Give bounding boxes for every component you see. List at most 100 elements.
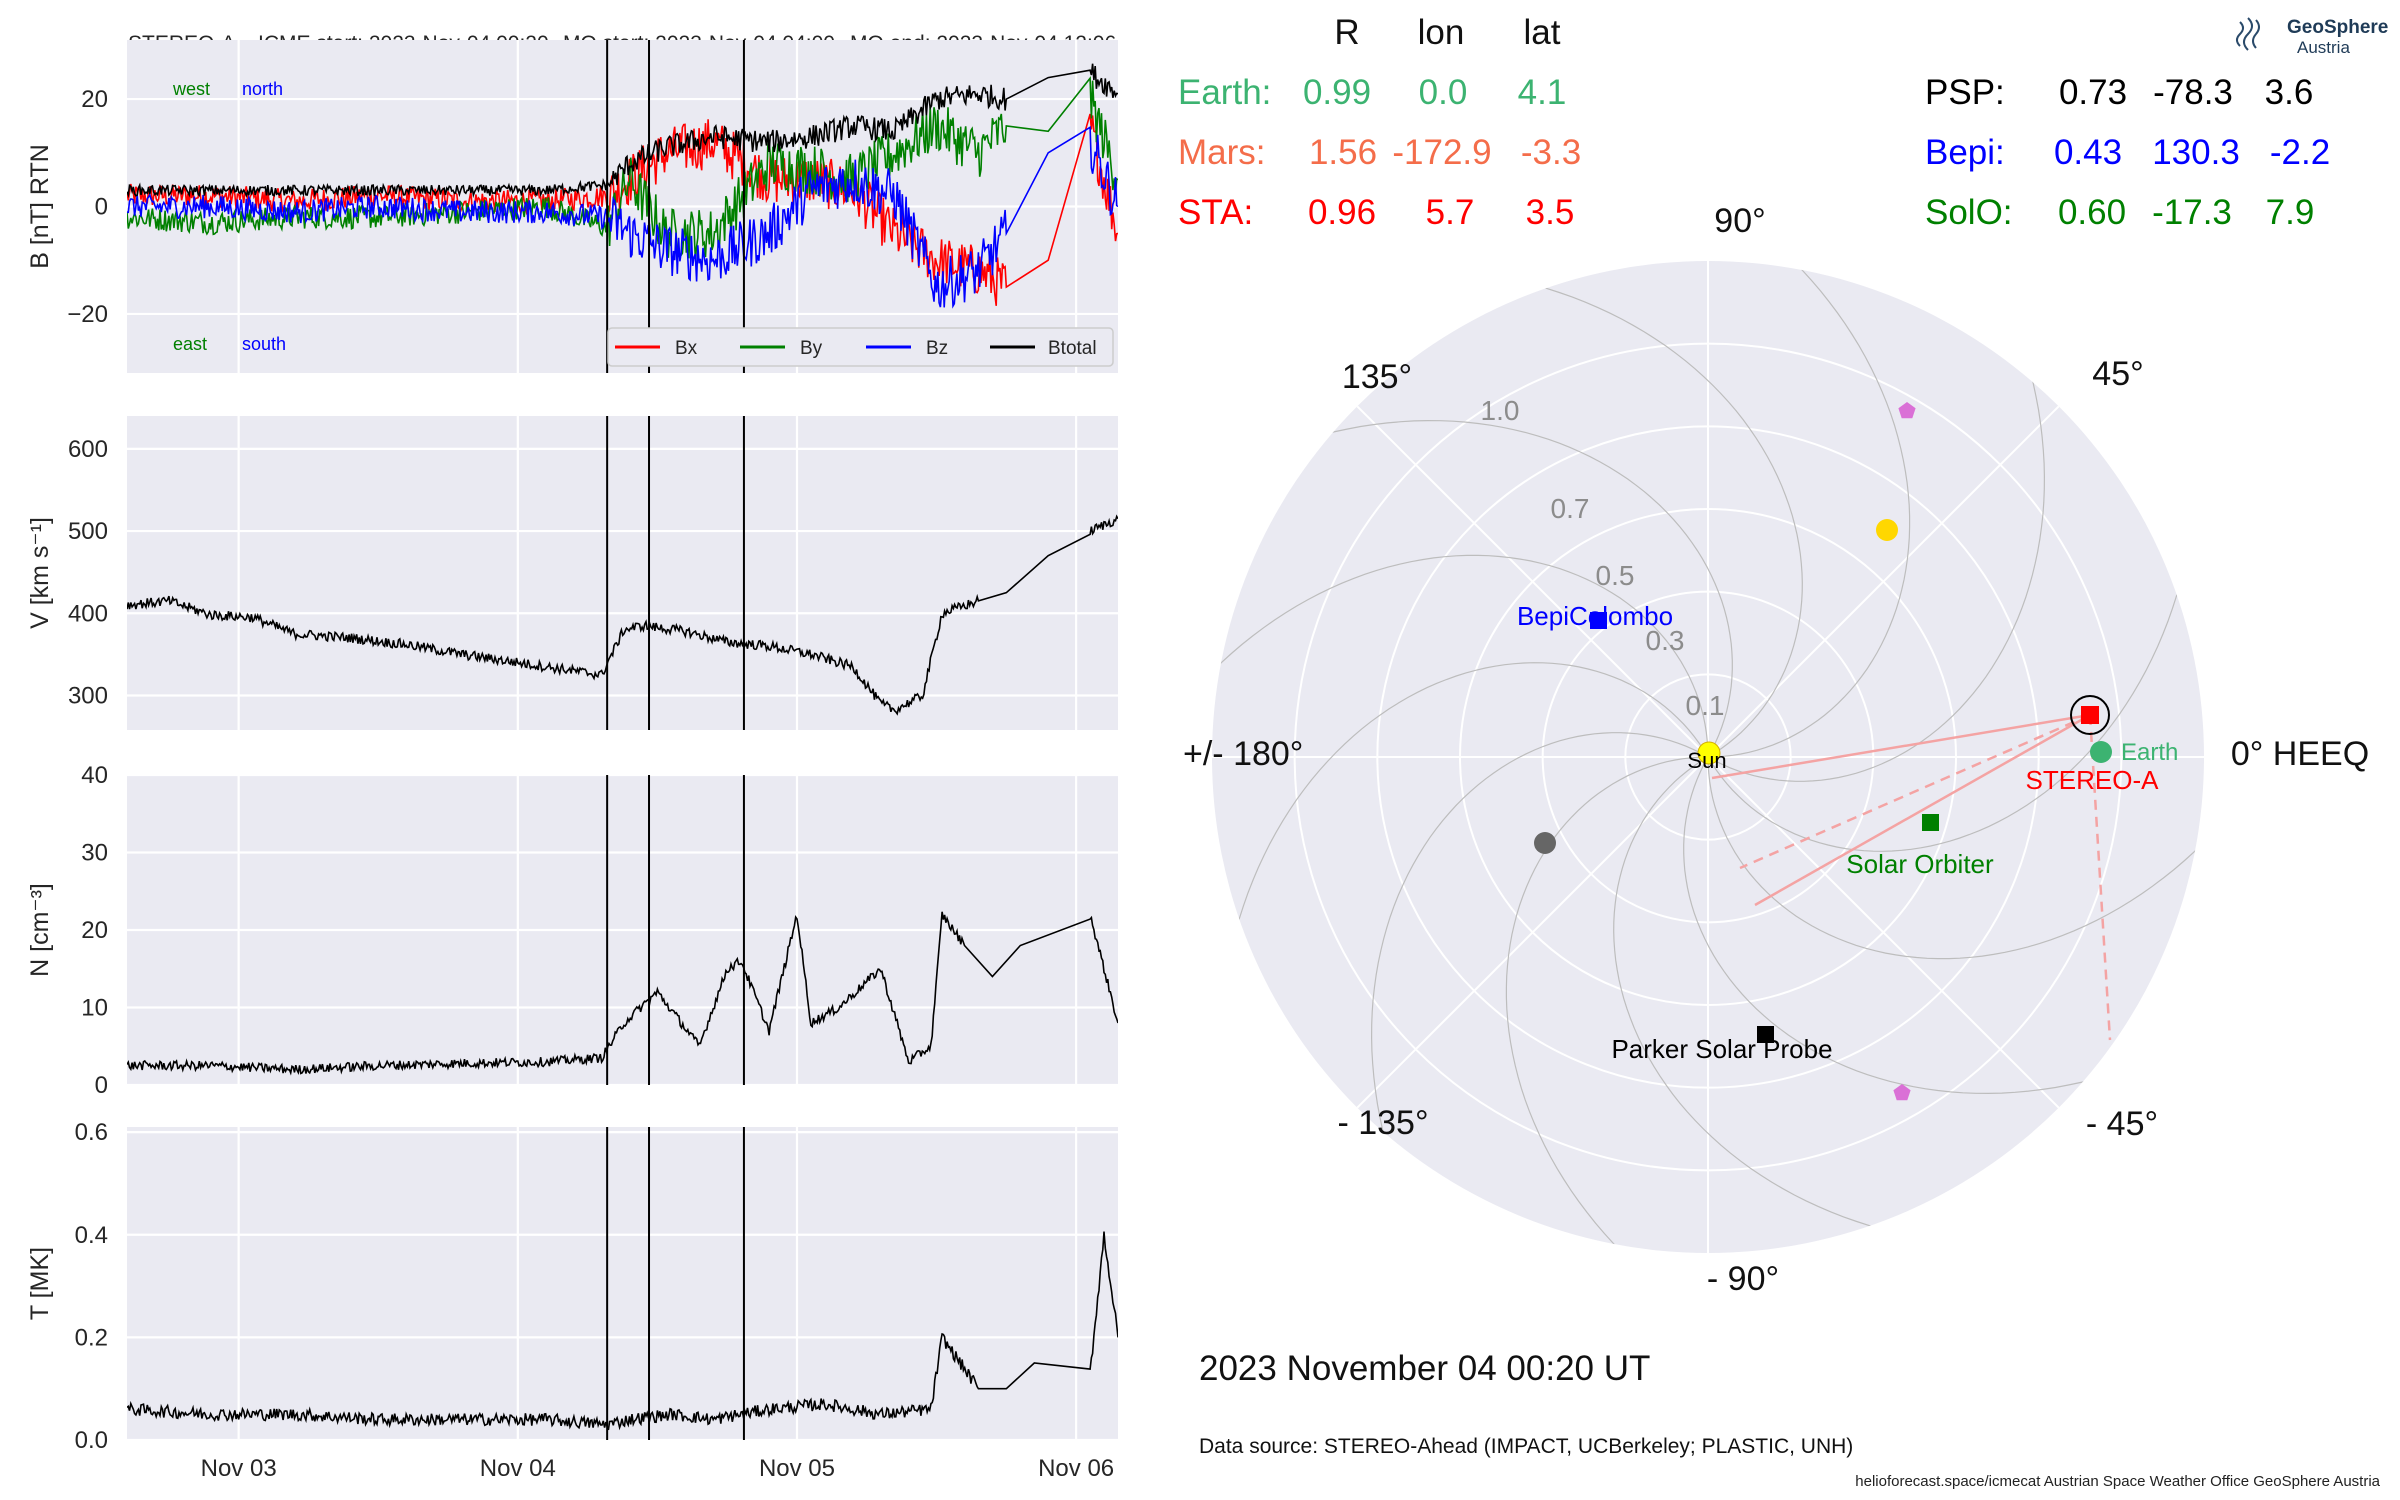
- angle-label: - 135°: [1337, 1104, 1428, 1142]
- legend-bx: Bx: [675, 338, 698, 359]
- panel-density: 40 30 20 10 0 N [cm⁻³]: [26, 762, 1118, 1099]
- solar-orbiter-marker: [1922, 814, 1939, 831]
- y-tick-label: 0.2: [75, 1324, 108, 1351]
- y-axis-label: N [cm⁻³]: [26, 883, 54, 977]
- angle-label: - 45°: [2086, 1105, 2158, 1143]
- y-tick-label: 600: [68, 436, 108, 463]
- x-tick-label: Nov 04: [480, 1455, 556, 1482]
- legend-bz: Bz: [926, 338, 948, 359]
- south-label: south: [242, 334, 286, 354]
- radial-label: 0.1: [1686, 690, 1725, 721]
- y-tick-label: 300: [68, 682, 108, 709]
- y-tick-label: 20: [81, 917, 108, 944]
- y-tick-label: 0.0: [75, 1427, 108, 1454]
- y-tick-label: 30: [81, 840, 108, 867]
- x-tick-label: Nov 06: [1038, 1455, 1114, 1482]
- y-axis-label: V [km s⁻¹]: [26, 517, 54, 629]
- east-label: east: [173, 334, 207, 354]
- row-sta-r: 0.96: [1308, 193, 1376, 232]
- row-earth-name: Earth:: [1178, 73, 1271, 112]
- y-tick-label: 0.6: [75, 1119, 108, 1146]
- sun-marker: [1697, 741, 1721, 765]
- angle-label: 135°: [1342, 358, 1412, 396]
- y-tick-label: 0: [95, 1072, 108, 1099]
- angular-gridline: [1707, 405, 2060, 758]
- planet-marker-pentagon: [1898, 402, 1916, 419]
- logo-line1: GeoSphere: [2287, 17, 2388, 38]
- angular-gridline: [1707, 756, 2060, 1109]
- x-tick-label: Nov 05: [759, 1455, 835, 1482]
- mercury-marker: [1534, 832, 1556, 854]
- object-label-stereo-a: STEREO-A: [2026, 765, 2160, 795]
- bepicolombo-marker: [1590, 612, 1607, 629]
- row-mars-name: Mars:: [1178, 133, 1266, 172]
- legend-by: By: [800, 338, 823, 359]
- y-tick-label: 20: [81, 86, 108, 113]
- object-label-parker-solar-probe: Parker Solar Probe: [1611, 1034, 1832, 1064]
- angular-gridline: [1356, 756, 1709, 1109]
- sta-fov-line: [1754, 713, 2091, 907]
- y-axis-label: B [nT] RTN: [26, 144, 54, 269]
- parker-spiral: [1683, 756, 2139, 1095]
- parker-spiral: [1370, 732, 1709, 1188]
- object-label-bepicolombo: BepiColombo: [1517, 601, 1673, 631]
- row-earth-lon: 0.0: [1419, 73, 1468, 112]
- sta-ring: [2070, 695, 2110, 735]
- positions-table: R lon lat Earth: 0.99 0.0 4.1 Mars: 1.56…: [1178, 13, 2330, 232]
- table-header-lat: lat: [1524, 13, 1561, 52]
- row-psp-name: PSP:: [1925, 73, 2005, 112]
- logo-line2: Austria: [2297, 38, 2350, 57]
- sta-fov-line: [1711, 713, 2091, 780]
- series-line-t: [127, 1231, 1118, 1431]
- row-psp-r: 0.73: [2059, 73, 2127, 112]
- radial-label: 1.0: [1481, 395, 1520, 426]
- parker-spiral: [1707, 756, 2204, 960]
- planet-marker-pentagon: [1893, 1084, 1911, 1101]
- angle-label: 0° HEEQ: [2231, 735, 2369, 773]
- y-tick-label: −20: [67, 301, 108, 328]
- polar-plot: 90° 45° 0° HEEQ - 45° - 90° - 135° +/- 180° 135…: [1183, 202, 2369, 1298]
- west-label: west: [172, 79, 210, 99]
- series-line-n: [127, 911, 1118, 1076]
- parker-spiral: [1613, 756, 1927, 1240]
- venus-marker: [1876, 519, 1898, 541]
- parker-spiral: [1707, 261, 1911, 758]
- radial-label: 0.3: [1646, 625, 1685, 656]
- b-legend: Bx By Bz Btotal: [607, 327, 1114, 367]
- y-tick-label: 10: [81, 995, 108, 1022]
- panel-background: [127, 1127, 1118, 1440]
- sta-fov-dashed: [1739, 713, 2091, 870]
- panel-speed: 600 500 400 300 V [km s⁻¹]: [26, 416, 1118, 730]
- stereo-a-marker: [2081, 706, 2099, 724]
- series-line-v: [127, 514, 1118, 716]
- row-sta-lon: 5.7: [1426, 193, 1475, 232]
- geosphere-logo: GeoSphere Austria: [2236, 17, 2388, 57]
- angle-label: 90°: [1714, 202, 1765, 240]
- angle-label: - 90°: [1707, 1260, 1779, 1298]
- panel-background: [127, 416, 1118, 730]
- north-label: north: [242, 79, 283, 99]
- row-bepi-r: 0.43: [2054, 133, 2122, 172]
- row-sta-name: STA:: [1178, 193, 1253, 232]
- panel-temperature: 0.6 0.4 0.2 0.0 T [MK]: [26, 1119, 1118, 1454]
- data-source: Data source: STEREO-Ahead (IMPACT, UCBer…: [1199, 1435, 1853, 1458]
- series-line-bz: [127, 125, 1118, 309]
- legend-box: [607, 327, 1114, 367]
- y-tick-label: 0.4: [75, 1222, 108, 1249]
- row-bepi-name: Bepi:: [1925, 133, 2005, 172]
- object-label-solar-orbiter: Solar Orbiter: [1846, 849, 1994, 879]
- row-bepi-lon: 130.3: [2152, 133, 2240, 172]
- row-earth-r: 0.99: [1303, 73, 1371, 112]
- row-earth-lat: 4.1: [1518, 73, 1567, 112]
- row-solo-lat: 7.9: [2266, 193, 2315, 232]
- logo-icon: [2236, 17, 2260, 51]
- row-solo-r: 0.60: [2058, 193, 2126, 232]
- angle-label: +/- 180°: [1183, 735, 1303, 773]
- earth-marker: [2090, 741, 2112, 763]
- table-header-r: R: [1334, 13, 1359, 52]
- parker-spiral: [1277, 419, 1733, 758]
- object-label-sun: Sun: [1687, 748, 1726, 773]
- parker-spiral: [1505, 756, 1709, 1253]
